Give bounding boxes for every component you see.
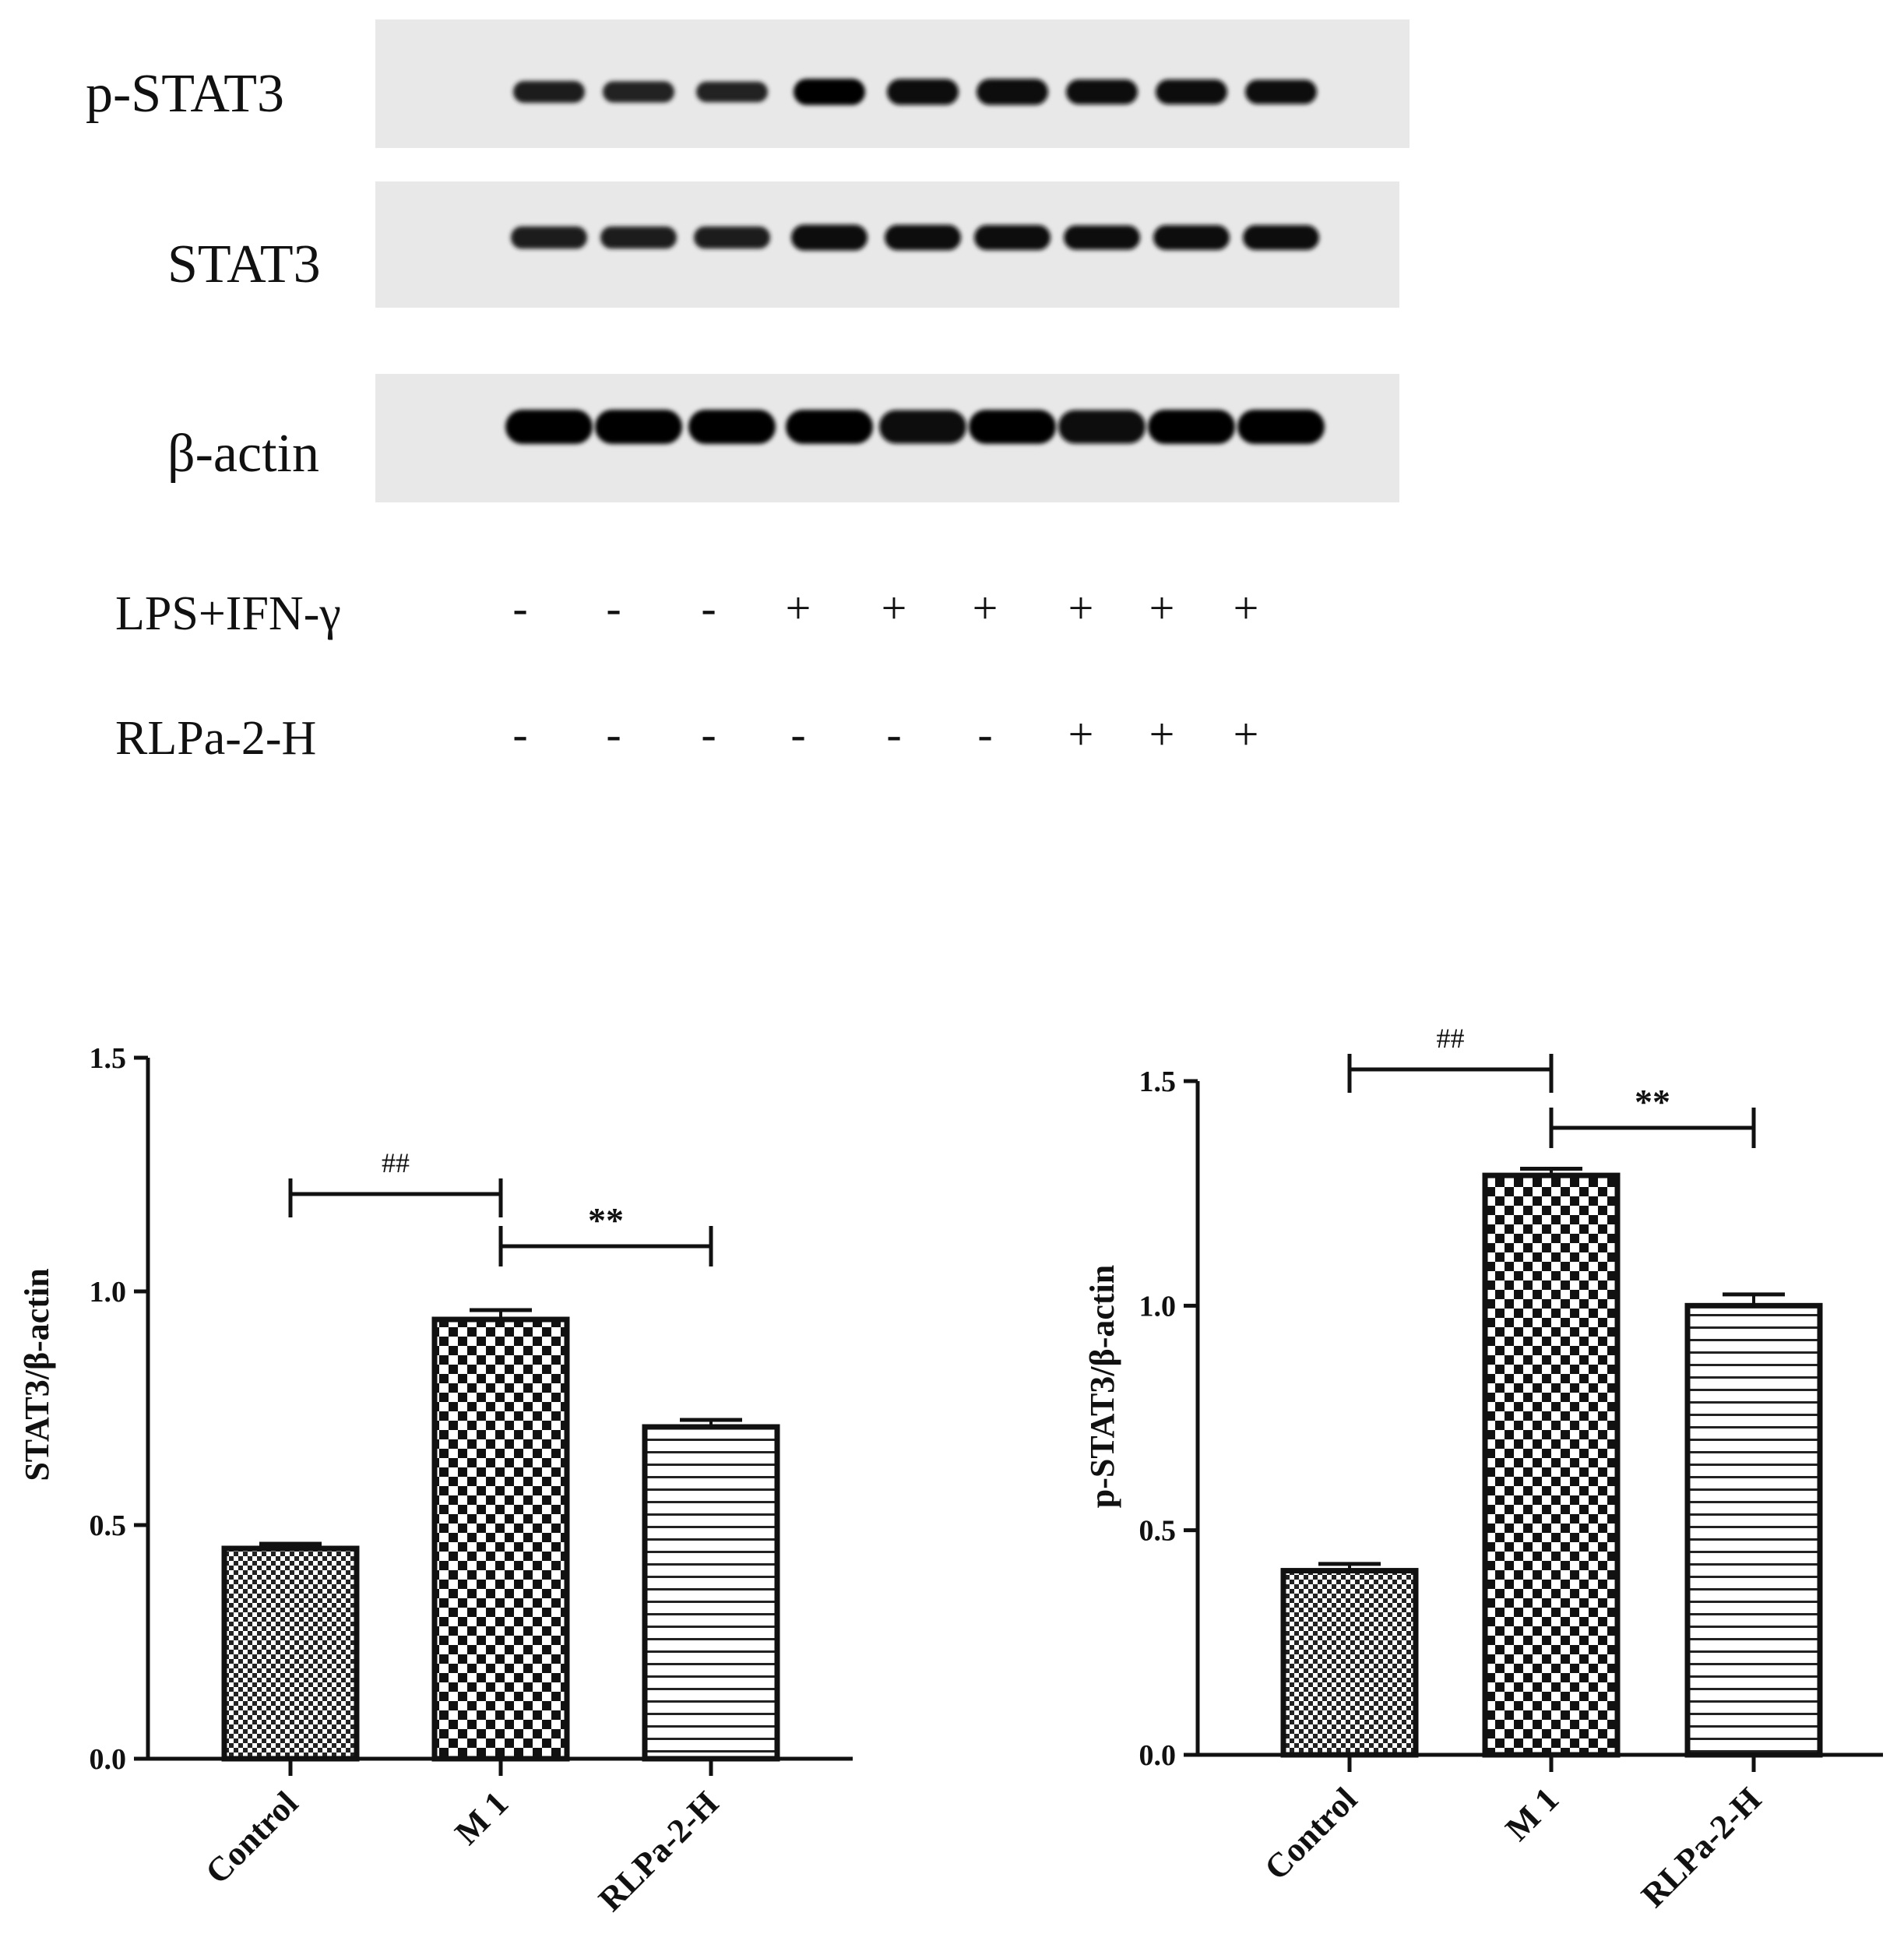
x-category-label: M 1: [1498, 1780, 1566, 1848]
y-tick-label: 0.0: [1139, 1739, 1177, 1772]
treatment-sign: +: [1068, 709, 1094, 759]
y-tick-label: 1.0: [1139, 1290, 1177, 1323]
significance-label: **: [1635, 1082, 1670, 1122]
blot-band: [794, 79, 865, 105]
blot-band: [595, 410, 682, 444]
treatment-sign: +: [786, 583, 811, 633]
bar-chart-p-stat3: p-STAT3/β-actin 0.0 0.5 1.0 1.5 Control M 1 RL…: [1083, 1023, 1883, 1915]
blot-band: [969, 410, 1056, 444]
bar-rlpa-2-h: [642, 1424, 780, 1762]
treatment-sign: -: [512, 583, 527, 633]
blot-band: [1148, 410, 1235, 444]
significance-label: ##: [1437, 1023, 1465, 1054]
blot-row-label-stat3: STAT3: [167, 234, 321, 294]
blot-band: [885, 224, 961, 251]
treatment-sign: -: [977, 709, 992, 759]
treatment-sign: -: [790, 709, 805, 759]
treatment-sign: -: [606, 709, 621, 759]
treatment-label-rlpa-2-h: RLPa-2-H: [115, 712, 316, 765]
blot-band: [1153, 225, 1230, 250]
x-category-label: M 1: [448, 1784, 516, 1851]
treatment-signs: - - - + + + + + + - - - - - - + + +: [512, 583, 1258, 759]
x-category-label: RLPa-2-H: [1634, 1780, 1769, 1915]
x-category-label: RLPa-2-H: [591, 1784, 726, 1918]
blot-band: [786, 410, 873, 444]
blot-band: [513, 81, 585, 103]
blot-band: [887, 79, 959, 105]
treatment-sign: +: [882, 583, 907, 633]
treatment-sign: +: [1234, 709, 1259, 759]
blot-row-label-beta-actin: β-actin: [167, 424, 319, 484]
treatment-sign: -: [886, 709, 901, 759]
blot-band: [600, 226, 677, 249]
blot-band: [977, 79, 1048, 105]
y-axis-title-p-stat3: p-STAT3/β-actin: [1083, 1265, 1121, 1508]
blot-band: [879, 410, 966, 444]
treatment-label-lps-ifn: LPS+IFN-γ: [115, 587, 341, 640]
x-category-label: Control: [1257, 1780, 1364, 1887]
bar-chart-stat3: STAT3/β-actin 0.0 0.5 1.0 1.5 Control M 1 RLPa…: [18, 1042, 853, 1918]
blot-band: [505, 410, 593, 444]
y-tick-label: 0.0: [90, 1743, 127, 1776]
blot-band: [1156, 79, 1227, 104]
blot-band: [688, 410, 776, 444]
significance-label: ##: [382, 1147, 410, 1178]
blot-band: [1245, 79, 1317, 104]
treatment-sign: -: [512, 709, 527, 759]
blot-row-label-p-stat3: p-STAT3: [86, 64, 284, 124]
bar-m-1: [431, 1316, 570, 1762]
y-tick-label: 1.5: [1139, 1066, 1177, 1098]
blot-band: [1237, 410, 1325, 444]
blot-band: [1243, 225, 1319, 250]
blot-band: [974, 224, 1051, 251]
bar-control: [221, 1545, 360, 1762]
bar-m-1: [1482, 1172, 1621, 1758]
blot-band: [1064, 225, 1140, 250]
blot-band: [696, 81, 768, 103]
x-category-label: Control: [198, 1784, 305, 1891]
treatment-sign: +: [973, 583, 998, 633]
y-tick-label: 1.5: [90, 1042, 127, 1075]
treatment-sign: -: [701, 583, 716, 633]
treatment-sign: -: [701, 709, 716, 759]
blot-band: [1058, 410, 1146, 444]
y-tick-label: 0.5: [90, 1509, 127, 1542]
y-tick-label: 0.5: [1139, 1515, 1177, 1548]
blot-band: [603, 81, 674, 103]
bar-rlpa-2-h: [1684, 1302, 1823, 1758]
blot-band: [1066, 79, 1138, 104]
blot-band: [791, 224, 868, 251]
treatment-sign: +: [1149, 709, 1175, 759]
blot-band: [511, 226, 587, 249]
treatment-sign: +: [1149, 583, 1175, 633]
y-axis-title-stat3: STAT3/β-actin: [18, 1268, 56, 1481]
bar-control: [1280, 1568, 1419, 1758]
blot-bands: [505, 79, 1325, 444]
y-tick-label: 1.0: [90, 1276, 127, 1309]
treatment-sign: +: [1234, 583, 1259, 633]
treatment-sign: -: [606, 583, 621, 633]
treatment-sign: +: [1068, 583, 1094, 633]
significance-label: **: [588, 1200, 624, 1240]
western-blot-panel: p-STAT3 STAT3 β-actin LPS+IFN-γ RLPa-2-H…: [86, 19, 1410, 765]
blot-band: [694, 226, 770, 249]
